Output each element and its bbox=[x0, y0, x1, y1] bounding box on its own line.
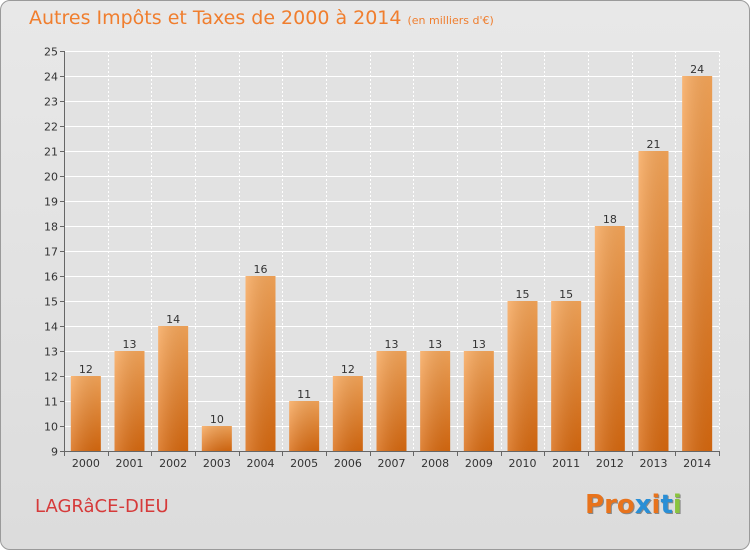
x-tick-label-2010: 2010 bbox=[509, 457, 537, 470]
bar-shade-2009 bbox=[463, 351, 494, 451]
data-label-2012: 18 bbox=[603, 213, 617, 226]
bar-shade-2004 bbox=[245, 276, 276, 451]
data-label-2009: 13 bbox=[472, 338, 486, 351]
x-tick-label-2005: 2005 bbox=[290, 457, 318, 470]
y-tick-label: 18 bbox=[44, 221, 58, 234]
data-label-2007: 13 bbox=[385, 338, 399, 351]
x-tick-label-2007: 2007 bbox=[378, 457, 406, 470]
x-tick-label-2011: 2011 bbox=[552, 457, 580, 470]
data-label-2006: 12 bbox=[341, 363, 355, 376]
logo-letter: P bbox=[585, 490, 605, 520]
y-tick-label: 11 bbox=[44, 396, 58, 409]
bar-shade-2012 bbox=[594, 226, 625, 451]
x-tick-label-2003: 2003 bbox=[203, 457, 231, 470]
bar-shade-2006 bbox=[332, 376, 363, 451]
y-tick-label: 24 bbox=[44, 71, 58, 84]
y-tick-label: 16 bbox=[44, 271, 58, 284]
y-tick-label: 9 bbox=[51, 446, 58, 459]
logo-letter: r bbox=[604, 490, 617, 520]
y-tick-label: 21 bbox=[44, 146, 58, 159]
data-label-2003: 10 bbox=[210, 413, 224, 426]
y-tick-label: 17 bbox=[44, 246, 58, 259]
bar-shade-2001 bbox=[114, 351, 145, 451]
bar-shade-2002 bbox=[158, 326, 189, 451]
x-tick-label-2006: 2006 bbox=[334, 457, 362, 470]
data-label-2004: 16 bbox=[254, 263, 268, 276]
data-label-2000: 12 bbox=[79, 363, 93, 376]
bar-shade-2000 bbox=[70, 376, 101, 451]
bar-shade-2010 bbox=[507, 301, 538, 451]
y-tick-label: 10 bbox=[44, 421, 58, 434]
data-label-2001: 13 bbox=[123, 338, 137, 351]
y-tick-label: 20 bbox=[44, 171, 58, 184]
chart-title: Autres Impôts et Taxes de 2000 à 2014 (en… bbox=[29, 7, 494, 29]
bar-shade-2003 bbox=[201, 426, 232, 451]
y-tick-label: 22 bbox=[44, 121, 58, 134]
data-label-2013: 21 bbox=[647, 138, 661, 151]
data-label-2014: 24 bbox=[690, 63, 704, 76]
x-tick-label-2008: 2008 bbox=[421, 457, 449, 470]
x-tick-label-2012: 2012 bbox=[596, 457, 624, 470]
chart-title-text: Autres Impôts et Taxes de 2000 à 2014 bbox=[29, 7, 402, 29]
bar-shade-2013 bbox=[638, 151, 669, 451]
data-label-2011: 15 bbox=[559, 288, 573, 301]
x-tick-label-2014: 2014 bbox=[683, 457, 711, 470]
proxiti-logo[interactable]: Proxiti bbox=[585, 490, 682, 520]
bar-shade-2008 bbox=[420, 351, 451, 451]
x-tick-label-2002: 2002 bbox=[159, 457, 187, 470]
bar-shade-2011 bbox=[551, 301, 582, 451]
x-tick-label-2001: 2001 bbox=[116, 457, 144, 470]
logo-letter: x bbox=[634, 490, 652, 520]
commune-name: LAGRâCE-DIEU bbox=[35, 496, 169, 517]
bar-shade-2005 bbox=[289, 401, 320, 451]
data-label-2010: 15 bbox=[516, 288, 530, 301]
y-tick-label: 15 bbox=[44, 296, 58, 309]
x-tick-label-2000: 2000 bbox=[72, 457, 100, 470]
data-label-2008: 13 bbox=[428, 338, 442, 351]
y-tick-label: 23 bbox=[44, 96, 58, 109]
logo-letter: i bbox=[672, 490, 682, 520]
y-tick-label: 12 bbox=[44, 371, 58, 384]
chart-subtitle: (en milliers d'€) bbox=[407, 14, 494, 27]
data-label-2002: 14 bbox=[166, 313, 180, 326]
y-tick-label: 25 bbox=[44, 46, 58, 59]
bar-shade-2007 bbox=[376, 351, 407, 451]
x-tick-label-2004: 2004 bbox=[247, 457, 275, 470]
data-labels: 12 13 14 10 16 11 12 13 13 13 15 15 18 21 24 bbox=[79, 63, 704, 426]
bar-shade-2014 bbox=[682, 76, 713, 451]
y-tick-label: 13 bbox=[44, 346, 58, 359]
x-tick-label-2009: 2009 bbox=[465, 457, 493, 470]
logo-letter: t bbox=[660, 490, 673, 520]
logo-letter: o bbox=[616, 490, 635, 520]
bars bbox=[70, 76, 713, 451]
x-tick-label-2013: 2013 bbox=[640, 457, 668, 470]
y-tick-label: 19 bbox=[44, 196, 58, 209]
logo-letter: i bbox=[651, 490, 661, 520]
data-label-2005: 11 bbox=[297, 388, 311, 401]
y-tick-label: 14 bbox=[44, 321, 58, 334]
axes: 9 10 11 12 13 14 15 16 17 18 19 20 21 22 23 24 25 2000 200… bbox=[44, 46, 720, 470]
